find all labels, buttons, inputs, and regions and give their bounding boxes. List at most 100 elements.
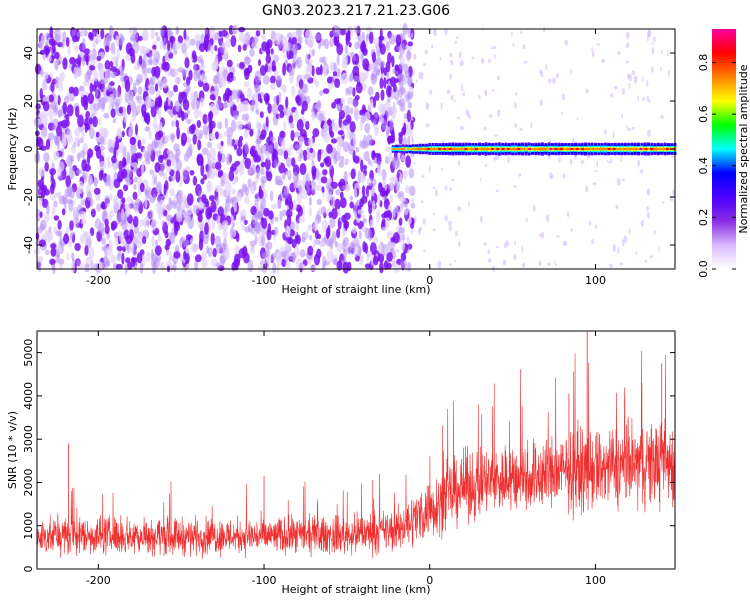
spectrogram-cell: [351, 226, 357, 234]
spectrogram-cell: [228, 170, 235, 182]
spectrogram-cell: [523, 60, 528, 64]
spectrogram-cell: [660, 50, 663, 55]
spectrogram-cell: [135, 78, 141, 86]
spectrogram-cell: [339, 197, 347, 209]
spectrogram-cell: [238, 135, 244, 142]
spectrogram-cell: [131, 256, 136, 268]
spectrogram-cell: [145, 251, 151, 263]
spectrogram-cell: [155, 31, 159, 37]
spectrogram-cell: [260, 152, 265, 159]
spectrogram-cell: [161, 220, 165, 227]
spectrogram-cell: [124, 203, 131, 211]
spectrogram-cell: [279, 130, 286, 139]
spectrogram-cell: [66, 104, 74, 117]
spectrogram-cell: [226, 59, 233, 68]
spectrogram-cell: [158, 169, 165, 177]
spectrogram-cell: [308, 136, 314, 148]
spectrogram-cell: [131, 162, 139, 168]
spectrogram-cell: [224, 206, 228, 218]
spectrogram-cell: [381, 168, 387, 180]
spectrogram-cell: [151, 48, 156, 57]
spectrogram-cell: [328, 211, 333, 218]
spectrogram-cell: [84, 164, 91, 172]
spectrogram-cell: [417, 228, 422, 235]
spectrogram-cell: [613, 85, 618, 90]
spectrogram-cell: [386, 72, 390, 78]
spectrogram-cell: [378, 253, 385, 263]
spectrogram-cell: [197, 190, 202, 203]
spectrogram-cell: [175, 26, 180, 34]
spectrogram-cell: [317, 149, 322, 162]
spectrogram-cell: [562, 173, 566, 179]
spectrogram-cell: [103, 112, 110, 119]
spectrogram-cell: [107, 215, 112, 221]
snr-spikes: [68, 331, 663, 537]
spectrogram-cell: [395, 248, 400, 253]
y-tick-label: -40: [22, 236, 35, 254]
spectrogram-cell: [127, 261, 133, 271]
spectrogram-peak: [517, 147, 521, 151]
spectrogram-cell: [266, 153, 271, 161]
spectrogram-cell: [222, 228, 228, 239]
spectrogram-peak: [612, 147, 616, 151]
spectrogram-cell: [167, 40, 171, 52]
spectrogram-cell: [612, 244, 616, 253]
spectrogram-cell: [261, 252, 268, 260]
spectrogram-cell: [155, 181, 163, 194]
x-tick-label: 100: [585, 274, 606, 287]
spectrogram-cell: [404, 96, 409, 102]
spectrogram-cell: [178, 91, 183, 104]
spectrogram-cell: [410, 32, 414, 38]
spectrogram-cell: [115, 35, 119, 47]
spectrogram-cell: [398, 176, 403, 183]
spectrogram-cell: [515, 92, 518, 96]
spectrogram-cell: [263, 207, 270, 217]
spectrogram-cell: [453, 99, 456, 103]
spectrogram-cell: [144, 188, 149, 196]
spectrogram-cell: [647, 30, 651, 38]
spectrogram-cell: [358, 244, 362, 257]
spectrogram-cell: [226, 126, 233, 138]
spectrogram-cell: [338, 160, 345, 168]
spectrogram-cell: [271, 203, 278, 210]
spectrogram-cell: [293, 131, 300, 138]
spectrogram-cell: [109, 145, 114, 154]
spectrogram-cell: [315, 66, 322, 76]
spectrogram-cell: [237, 164, 242, 173]
spectrogram-cell: [339, 155, 345, 162]
spectrogram-cell: [223, 173, 230, 184]
spectrogram-cell: [90, 105, 95, 115]
spectrogram-cell: [284, 199, 289, 206]
spectrogram-cell: [78, 86, 85, 92]
spectrogram-cell: [151, 187, 158, 199]
spectrogram-cell: [261, 258, 266, 269]
spectrogram-cell: [376, 51, 381, 57]
spectrogram-cell: [173, 251, 181, 259]
spectrogram-cell: [190, 91, 194, 103]
spectrogram-cell: [336, 103, 343, 112]
spectrogram-cell: [139, 182, 145, 193]
spectrogram-cell: [63, 233, 70, 245]
spectrogram-cell: [253, 230, 258, 238]
spectrogram-cell: [173, 221, 180, 228]
spectrogram-cell: [626, 42, 630, 49]
spectrogram-cell: [398, 209, 402, 213]
spectrogram-cell: [658, 246, 660, 252]
spectrogram-cell: [541, 231, 545, 239]
spectrogram-cell: [298, 217, 306, 223]
spectrogram-cell: [199, 43, 206, 53]
spectrogram-cell: [407, 91, 414, 100]
spectrogram-cell: [121, 252, 125, 265]
spectrogram-cell: [383, 77, 387, 89]
spectrogram-cell: [628, 228, 631, 235]
spectrogram-cell: [326, 143, 333, 154]
spectrogram-cell: [53, 150, 60, 161]
spectrogram-cell: [493, 53, 496, 60]
spectrogram-cell: [349, 195, 354, 201]
spectrogram-cell: [370, 62, 376, 72]
spectrogram-cell: [314, 229, 319, 240]
colorbar-label: Normalized spectral amplitude: [737, 64, 750, 233]
spectrogram-cell: [379, 60, 386, 68]
spectrogram-cell: [230, 215, 235, 222]
